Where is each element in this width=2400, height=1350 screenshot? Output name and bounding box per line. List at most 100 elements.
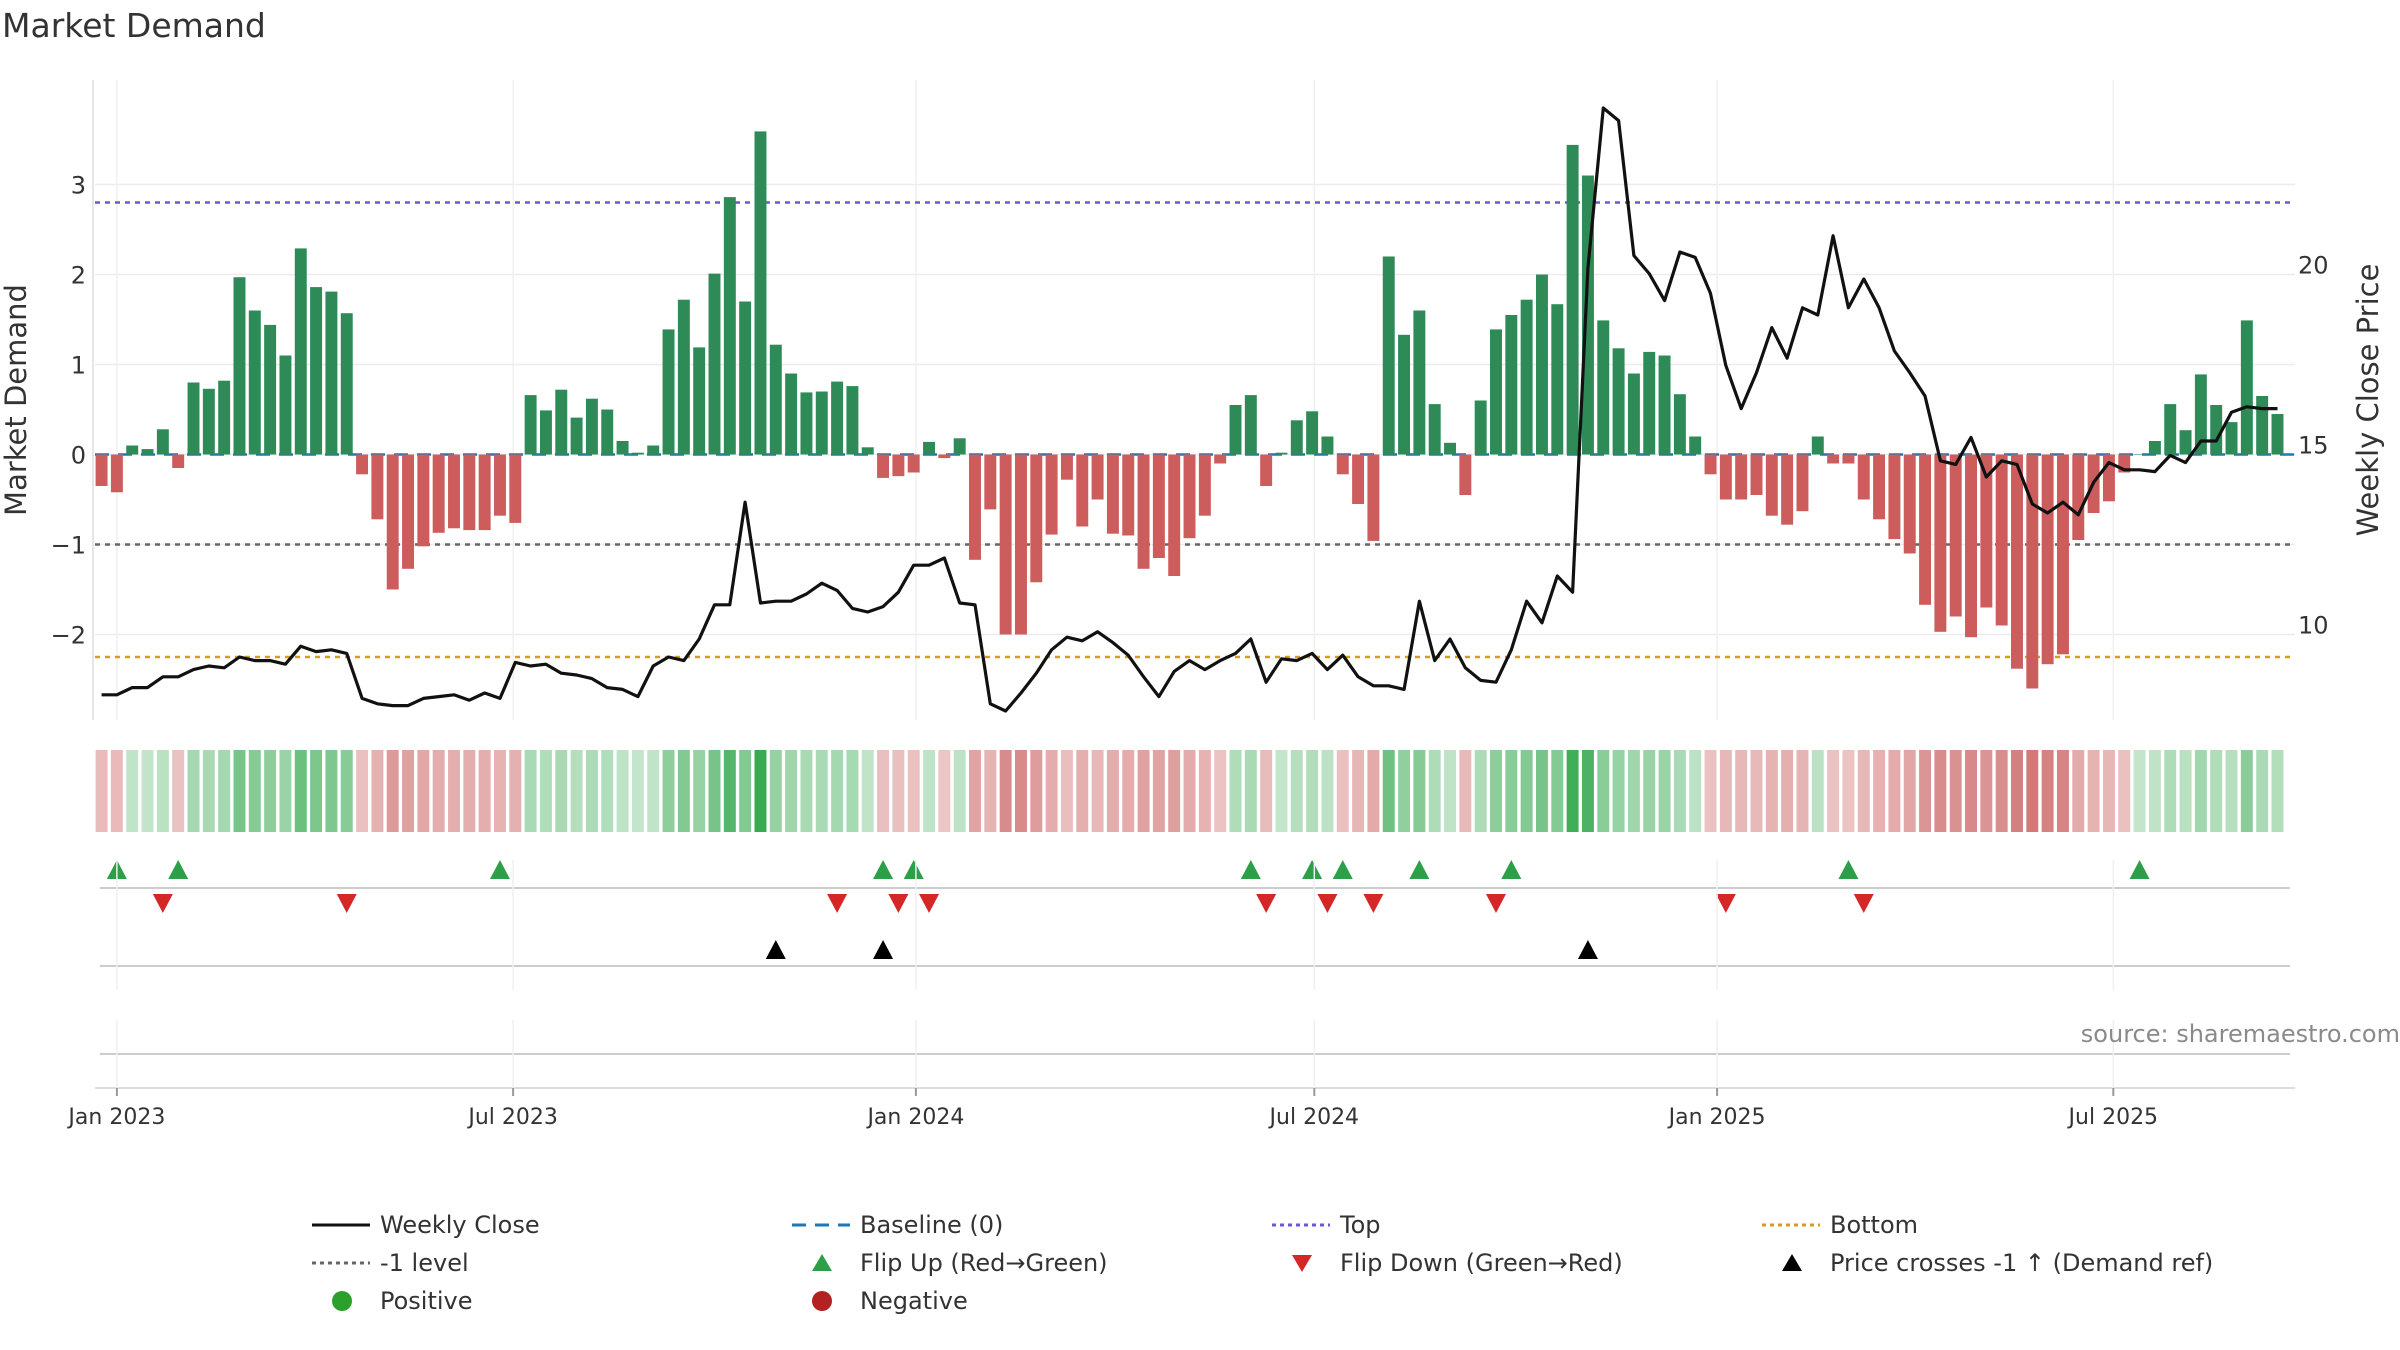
demand-bar (1505, 315, 1518, 455)
heat-cell (2133, 750, 2146, 832)
demand-bar (1873, 454, 1886, 520)
demand-bars (95, 131, 2284, 689)
heat-cell (2011, 750, 2023, 832)
heat-cell (1045, 750, 1058, 832)
demand-bar (739, 301, 752, 455)
demand-bar (585, 398, 598, 455)
heat-cell (1168, 750, 1181, 832)
heat-cell (1505, 750, 1518, 832)
demand-bar (1490, 329, 1502, 455)
heat-cell (172, 750, 185, 832)
flip-down-marker (919, 894, 940, 913)
legend-item: Flip Down (Green→Red) (1260, 1248, 1623, 1278)
demand-bar (432, 454, 445, 533)
heat-cell (1091, 750, 1104, 832)
heat-cell (601, 750, 614, 832)
demand-bar (631, 452, 644, 455)
heat-cell (1827, 750, 1840, 832)
heat-cell (877, 750, 890, 832)
demand-bar (524, 395, 537, 455)
demand-bar (1980, 454, 1993, 608)
demand-bar (892, 454, 905, 477)
heat-cell (1214, 750, 1227, 832)
heat-cell (1413, 750, 1426, 832)
heat-cell (1398, 750, 1411, 832)
heat-cell (984, 750, 997, 832)
demand-bar (1704, 454, 1717, 475)
heat-cell (1980, 750, 1993, 832)
heat-cell (371, 750, 384, 832)
heat-cell (156, 750, 169, 832)
demand-bar (1581, 175, 1594, 455)
heat-cell (555, 750, 568, 832)
demand-bar (1260, 454, 1273, 486)
demand-bar (1106, 454, 1119, 534)
demand-bar (1934, 454, 1947, 632)
demand-bar (1198, 454, 1211, 516)
demand-bar (2133, 454, 2146, 455)
heat-cell (2271, 750, 2284, 832)
heat-cell (1842, 750, 1855, 832)
demand-bar (248, 310, 261, 455)
demand-bar (1903, 454, 1916, 554)
heat-cell (1336, 750, 1349, 832)
y-axis-label: Market Demand (0, 284, 33, 516)
demand-bar (1566, 144, 1579, 455)
heat-cell (1444, 750, 1457, 832)
reference-levels (95, 201, 2295, 659)
demand-bar (831, 381, 844, 455)
demand-bar (1689, 436, 1702, 455)
heat-cell (739, 750, 752, 832)
heat-cell (1873, 750, 1886, 832)
heat-cell (1673, 750, 1686, 832)
heat-cell (110, 750, 123, 832)
demand-bar (1014, 454, 1027, 635)
heat-cell (1474, 750, 1487, 832)
demand-bar (310, 287, 323, 455)
demand-bar (1398, 334, 1411, 455)
demand-bar (846, 386, 859, 455)
legend-symbol (1762, 1223, 1820, 1227)
flip-up-marker (1302, 860, 1323, 879)
legend-triangle-down (1292, 1255, 1312, 1272)
demand-bar (2148, 441, 2161, 455)
heat-cell (1689, 750, 1702, 832)
demand-bar (1965, 454, 1977, 638)
legend-item: Top (1260, 1210, 1381, 1240)
demand-bar (1627, 373, 1640, 455)
demand-bar (800, 392, 813, 455)
heat-cell (1321, 750, 1334, 832)
demand-bar (1168, 454, 1181, 576)
flip-up-marker (873, 860, 894, 879)
legend-label: Baseline (0) (860, 1211, 1004, 1239)
demand-bar (969, 454, 981, 560)
demand-bar (1520, 299, 1533, 455)
demand-bar (2072, 454, 2085, 540)
heat-cell (846, 750, 859, 832)
legend-symbol (812, 1291, 832, 1311)
heat-cell (1244, 750, 1257, 832)
heat-cell (2041, 750, 2054, 832)
heat-cell (310, 750, 323, 832)
flip-down-marker (152, 894, 173, 913)
flip-up-marker (1409, 860, 1430, 879)
heat-cell (769, 750, 782, 832)
legend-symbol (312, 1261, 370, 1265)
heat-cell (141, 750, 154, 832)
legend-label: Weekly Close (380, 1211, 540, 1239)
demand-bar (723, 197, 736, 455)
flip-up-marker (1332, 860, 1353, 879)
heat-cell (1183, 750, 1196, 832)
demand-bar (402, 454, 415, 569)
heat-cell (1030, 750, 1043, 832)
heat-cell (1765, 750, 1778, 832)
flip-up-marker (903, 860, 924, 879)
flip-down-marker (1363, 894, 1384, 913)
flip-down-marker (336, 894, 357, 913)
flip-down-marker (888, 894, 909, 913)
source-note: source: sharemaestro.com (2080, 1020, 2400, 1048)
heat-cell (1796, 750, 1809, 832)
x-tick-label: Jan 2023 (66, 1105, 165, 1130)
demand-bar (1321, 436, 1334, 455)
demand-bar (861, 447, 874, 455)
